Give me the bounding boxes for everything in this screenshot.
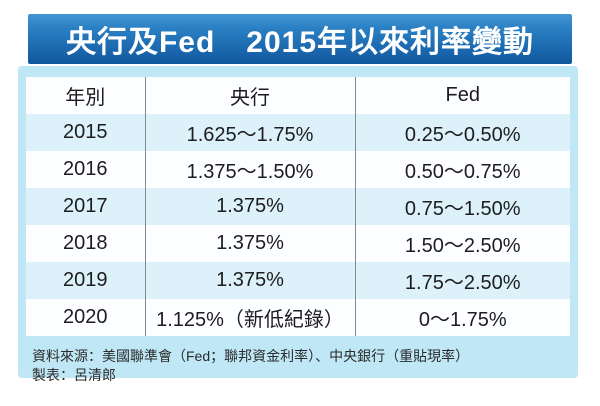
cell-year: 2019	[26, 262, 146, 299]
cell-year: 2015	[26, 114, 146, 151]
cell-year: 2016	[26, 151, 146, 188]
col-header-fed: Fed	[445, 84, 480, 106]
cell-fed-rate: 0～1.75%	[418, 309, 507, 331]
table-row: 2015 1.625～1.75% 0.25～0.50%	[26, 114, 570, 151]
cell-year: 2020	[26, 299, 146, 336]
cell-fed-rate: 1.50～2.50%	[404, 235, 521, 257]
title-banner: 央行及Fed 2015年以來利率變動	[28, 14, 572, 64]
table-panel: 年別 央行 Fed 2015 1.625～1.75% 0.25～0.50% 20…	[18, 66, 578, 383]
cell-fed-rate: 0.25～0.50%	[404, 124, 521, 146]
cell-fed-rate: 0.50～0.75%	[404, 161, 521, 183]
header-row: 年別 央行 Fed	[26, 77, 570, 114]
table-row: 2017 1.375% 0.75～1.50%	[26, 188, 570, 225]
table-row: 2018 1.375% 1.50～2.50%	[26, 225, 570, 262]
cell-year: 2018	[26, 225, 146, 262]
source-note: 資料來源：美國聯準會（Fed；聯邦資金利率）、中央銀行（重貼現率）	[32, 348, 470, 364]
cell-cbc-rate: 1.375%	[145, 188, 356, 225]
credit-note: 製表：呂清郎	[32, 367, 116, 383]
cell-cbc-rate: 1.375～1.50%	[145, 151, 356, 188]
table-row: 2019 1.375% 1.75～2.50%	[26, 262, 570, 299]
col-header-year: 年別	[26, 77, 146, 114]
footnotes: 資料來源：美國聯準會（Fed；聯邦資金利率）、中央銀行（重貼現率） 製表：呂清郎	[32, 347, 562, 385]
cell-cbc-rate: 1.625～1.75%	[145, 114, 356, 151]
rates-table: 年別 央行 Fed 2015 1.625～1.75% 0.25～0.50% 20…	[26, 77, 570, 336]
cell-cbc-rate: 1.375%	[145, 262, 356, 299]
cell-fed-rate: 1.75～2.50%	[404, 272, 521, 294]
cell-fed-rate: 0.75～1.50%	[404, 198, 521, 220]
cell-cbc-rate: 1.375%	[145, 225, 356, 262]
page-title: 央行及Fed 2015年以來利率變動	[65, 26, 535, 59]
table-row: 2016 1.375～1.50% 0.50～0.75%	[26, 151, 570, 188]
col-header-cbc: 央行	[145, 77, 356, 114]
cell-year: 2017	[26, 188, 146, 225]
table-row: 2020 1.125%（新低紀錄） 0～1.75%	[26, 299, 570, 336]
cell-cbc-rate: 1.125%（新低紀錄）	[145, 299, 356, 336]
